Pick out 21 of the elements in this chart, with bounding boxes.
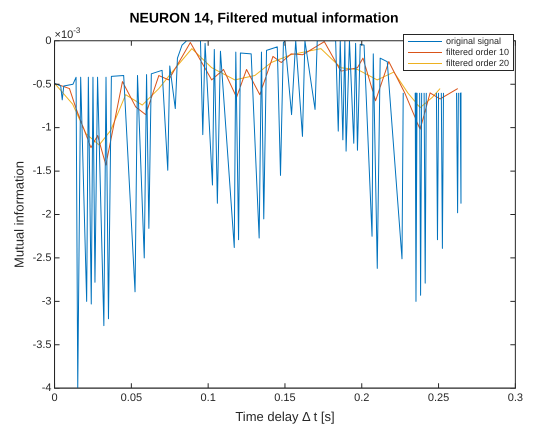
x-tick-label: 0.25 [428, 392, 450, 404]
y-tick-label: -3 [42, 295, 52, 308]
y-tick-label: -1 [42, 122, 52, 134]
x-tick-label: 0.2 [354, 392, 370, 404]
y-tick-label: -0.5 [32, 78, 52, 90]
x-tick-label: 0.15 [274, 392, 296, 404]
y-tick-label: -2 [42, 208, 52, 221]
y-axis-title: Mutual information [11, 161, 26, 268]
legend-label: filtered order 20 [446, 58, 509, 69]
legend-label: filtered order 10 [446, 47, 509, 58]
x-tick-label: 0.1 [200, 392, 216, 404]
y-tick-label: 0 [45, 34, 52, 47]
x-tick-label: 0.3 [508, 392, 524, 404]
y-tick-label: -2.5 [32, 252, 52, 264]
y-tick-label: -4 [42, 382, 52, 394]
legend-label: original signal [446, 36, 501, 47]
y-tick-label: -1.5 [32, 165, 52, 178]
x-tick-label: 0.05 [120, 392, 142, 404]
y-tick-label: -3.5 [32, 338, 52, 351]
chart-title: NEURON 14, Filtered mutual information [129, 9, 399, 26]
x-axis-title: Time delay Δ t [s] [235, 408, 335, 424]
